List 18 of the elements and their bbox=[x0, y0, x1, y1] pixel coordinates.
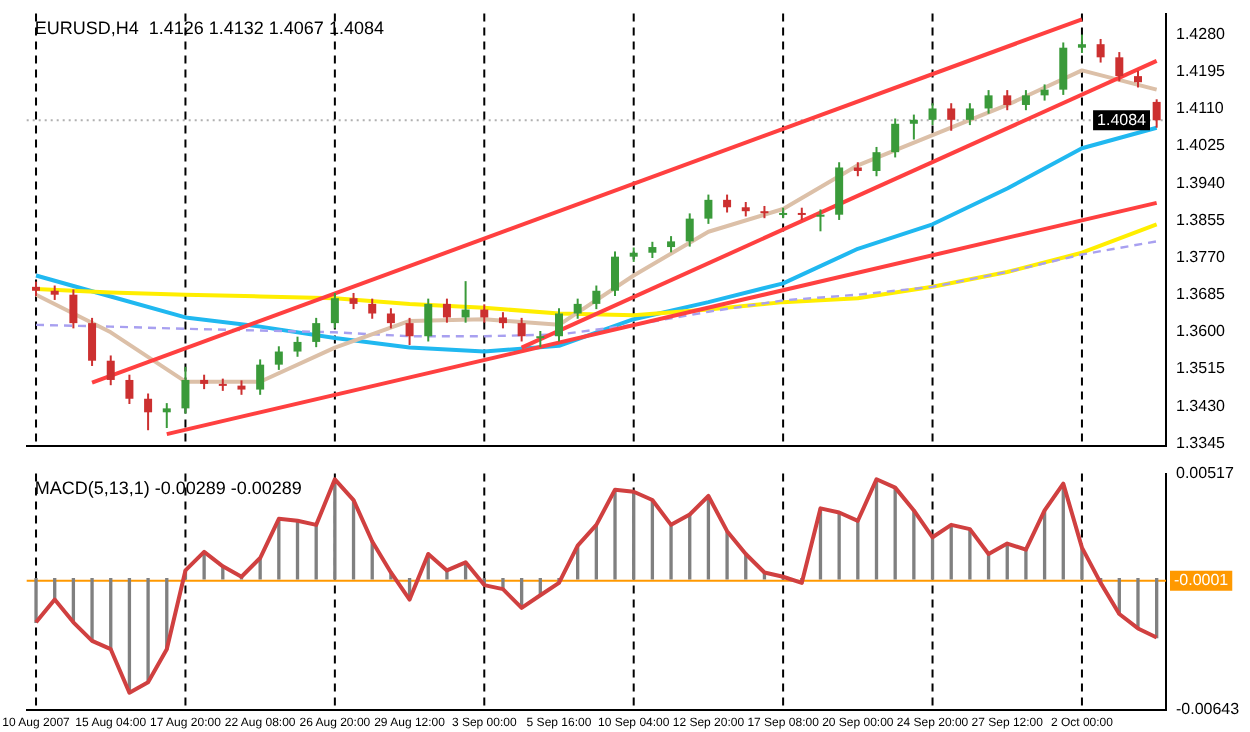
y-tick-label: 1.3770 bbox=[1176, 247, 1227, 266]
y-tick-label: 1.3430 bbox=[1176, 396, 1227, 415]
y-tick-label: 1.3600 bbox=[1176, 322, 1227, 341]
y-tick-label: 1.3855 bbox=[1176, 210, 1227, 229]
y-tick-label: 1.3685 bbox=[1176, 285, 1227, 304]
y-tick-label: 1.3515 bbox=[1176, 359, 1227, 378]
ref-line-label: -0.0001 bbox=[1174, 571, 1230, 590]
chart-title: MACD(5,13,1) -0.00289 -0.00289 bbox=[34, 477, 302, 498]
y-tick-label: 1.3345 bbox=[1176, 433, 1227, 452]
y-tick-label: -0.00643 bbox=[1176, 700, 1241, 719]
y-tick-label: 1.3940 bbox=[1176, 173, 1227, 192]
y-tick-label: 1.4110 bbox=[1176, 99, 1225, 118]
y-tick-label: 1.4195 bbox=[1176, 62, 1227, 81]
ref-line-label: 1.4084 bbox=[1097, 110, 1148, 129]
y-tick-label: 1.4025 bbox=[1176, 136, 1227, 155]
y-tick-label: 0.00517 bbox=[1176, 464, 1235, 483]
chart-title: EURUSD,H4 1.4126 1.4132 1.4067 1.4084 bbox=[34, 17, 384, 38]
y-tick-label: 1.4280 bbox=[1176, 24, 1227, 43]
